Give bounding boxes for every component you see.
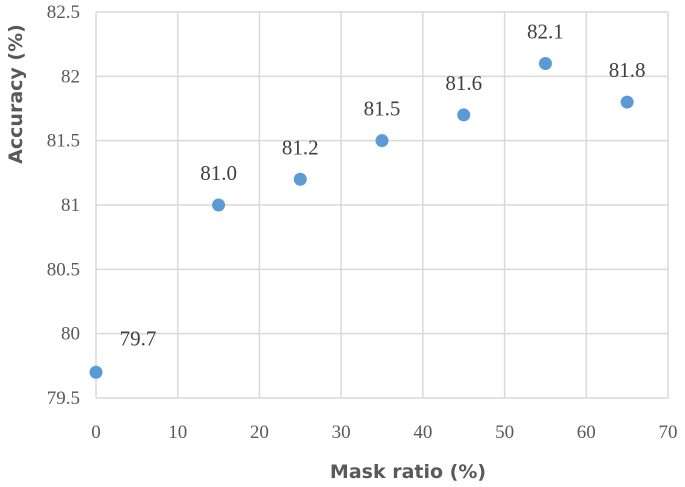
gridlines (95, 11, 669, 399)
data-label: 81.0 (200, 161, 237, 185)
data-point (375, 134, 389, 148)
x-tick-label: 0 (91, 422, 101, 443)
data-point (212, 198, 226, 212)
data-label: 81.6 (445, 71, 482, 95)
data-labels: 79.7 81.0 81.2 81.5 81.6 82.1 81.8 (120, 19, 646, 350)
data-label: 82.1 (527, 19, 564, 43)
x-axis-title: Mask ratio (%) (330, 461, 486, 483)
data-point (457, 108, 471, 122)
x-tick-label: 40 (413, 422, 432, 443)
y-tick-label: 82 (61, 66, 80, 87)
y-tick-label: 80.5 (47, 259, 80, 280)
data-point (293, 172, 307, 186)
data-label: 81.2 (282, 135, 319, 159)
x-tick-label: 20 (250, 422, 269, 443)
y-tick-label: 81 (61, 195, 80, 216)
y-tick-label: 80 (61, 324, 80, 345)
x-axis-ticks: 0 10 20 30 40 50 60 70 (91, 422, 677, 443)
y-axis-title: Accuracy (%) (5, 24, 27, 164)
y-tick-label: 82.5 (47, 2, 80, 23)
x-tick-label: 60 (577, 422, 596, 443)
data-point (89, 365, 103, 379)
x-tick-label: 70 (659, 422, 678, 443)
y-tick-label: 81.5 (47, 131, 80, 152)
x-tick-label: 50 (495, 422, 514, 443)
x-tick-label: 10 (168, 422, 187, 443)
data-label: 81.8 (609, 58, 646, 82)
y-tick-label: 79.5 (47, 388, 80, 409)
data-label: 81.5 (364, 97, 401, 121)
y-axis-ticks: 79.5 80 80.5 81 81.5 82 82.5 (47, 2, 80, 409)
data-point (538, 56, 552, 70)
data-point (620, 95, 634, 109)
data-label: 79.7 (120, 326, 157, 350)
data-points (89, 56, 634, 379)
x-tick-label: 30 (332, 422, 351, 443)
